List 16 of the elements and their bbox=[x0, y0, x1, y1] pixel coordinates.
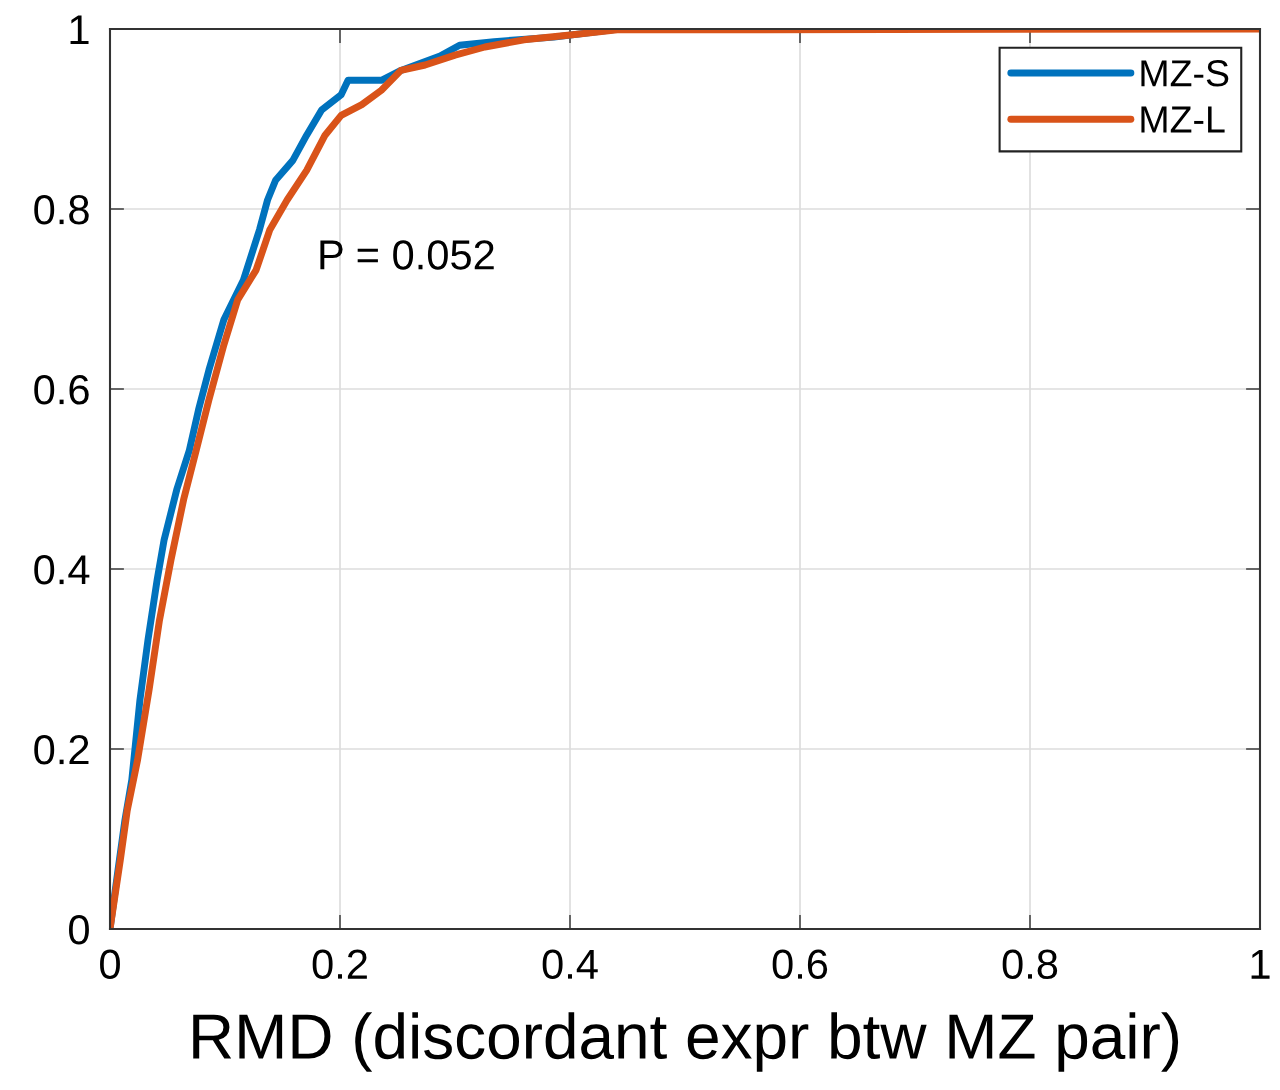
x-tick-label: 1 bbox=[1251, 949, 1270, 979]
x-axis-title: RMD (discordant expr btw MZ pair) bbox=[193, 1012, 1179, 1072]
x-tick-label: 0.4 bbox=[542, 949, 598, 980]
x-tick-label: 0.8 bbox=[1002, 949, 1058, 980]
y-tick-label: 0.6 bbox=[34, 375, 89, 405]
y-tick-label: 0 bbox=[69, 915, 89, 945]
legend-label: MZ-S bbox=[1141, 59, 1229, 87]
y-tick-label: 1 bbox=[70, 15, 89, 45]
legend-label: MZ-L bbox=[1141, 106, 1225, 133]
y-tick-label: 0.8 bbox=[34, 195, 89, 225]
x-tick-label: 0 bbox=[100, 949, 120, 980]
annotation: P = 0.052 bbox=[320, 240, 494, 270]
x-tick-label: 0.6 bbox=[772, 949, 828, 980]
y-tick-label: 0.4 bbox=[34, 555, 90, 585]
y-tick-label: 0.2 bbox=[34, 735, 89, 765]
x-tick-label: 0.2 bbox=[312, 949, 367, 980]
